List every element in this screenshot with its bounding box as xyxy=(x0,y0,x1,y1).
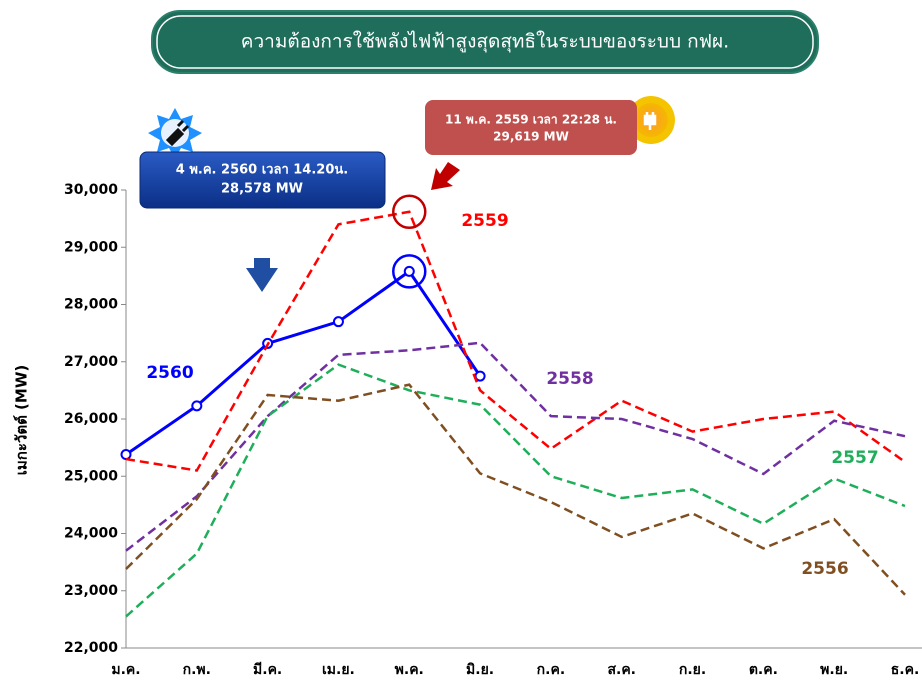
annotation: 29,619 MW xyxy=(493,130,569,144)
series-label: 2559 xyxy=(461,211,508,231)
x-tick-label: ก.พ. xyxy=(183,662,211,678)
x-tick-label: เม.ย. xyxy=(322,662,355,678)
marker xyxy=(120,448,132,460)
x-tick-label: ธ.ค. xyxy=(891,662,920,678)
series-line xyxy=(125,383,906,596)
series-label: 2556 xyxy=(801,559,848,579)
sun-icon xyxy=(627,96,675,144)
y-tick-label: 27,000 xyxy=(64,354,118,370)
annotation: 11 พ.ค. 2559 เวลา 22:28 น. xyxy=(445,113,617,127)
x-tick-label: มิ.ย. xyxy=(466,662,494,678)
annotation: 4 พ.ค. 2560 เวลา 14.20น. xyxy=(176,163,348,178)
plug-icon xyxy=(148,108,202,159)
x-tick-label: ม.ค. xyxy=(111,662,140,678)
y-tick-label: 23,000 xyxy=(64,583,118,599)
x-tick-label: มี.ค. xyxy=(253,662,282,678)
arrow xyxy=(431,162,460,190)
series-line xyxy=(125,210,906,472)
x-tick-label: ก.ค. xyxy=(537,662,565,678)
x-tick-label: ต.ค. xyxy=(749,662,778,678)
chart-title: ความต้องการใช้พลังไฟฟ้าสูงสุดสุทธิในระบบ… xyxy=(241,31,729,54)
x-tick-label: พ.ย. xyxy=(820,662,848,678)
marker xyxy=(403,265,415,277)
y-tick-label: 25,000 xyxy=(64,468,118,484)
y-tick-label: 30,000 xyxy=(64,182,118,198)
annotation-box xyxy=(139,151,386,209)
y-tick-label: 24,000 xyxy=(64,526,118,542)
annotation-box xyxy=(425,100,637,155)
arrow xyxy=(246,258,278,292)
annotation: 28,578 MW xyxy=(221,182,303,197)
x-tick-label: พ.ค. xyxy=(395,662,424,678)
series-label: 2558 xyxy=(546,369,593,389)
y-axis-label: เมกะวัตต์ (MW) xyxy=(13,365,31,475)
y-tick-label: 28,000 xyxy=(64,297,118,313)
x-tick-label: ก.ย. xyxy=(679,662,706,678)
y-tick-label: 22,000 xyxy=(64,640,118,656)
marker xyxy=(332,316,344,328)
y-tick-label: 29,000 xyxy=(64,239,118,255)
y-tick-label: 26,000 xyxy=(64,411,118,427)
peak-ring xyxy=(392,254,427,289)
series-line xyxy=(125,363,906,618)
x-tick-label: ส.ค. xyxy=(607,662,636,678)
title-box xyxy=(151,10,819,74)
series-line xyxy=(125,269,482,456)
series-line xyxy=(125,341,906,552)
marker xyxy=(191,400,203,412)
peak-ring xyxy=(392,194,427,230)
title-box-border xyxy=(156,15,814,69)
series-label: 2557 xyxy=(831,448,878,468)
series-label: 2560 xyxy=(146,363,193,383)
